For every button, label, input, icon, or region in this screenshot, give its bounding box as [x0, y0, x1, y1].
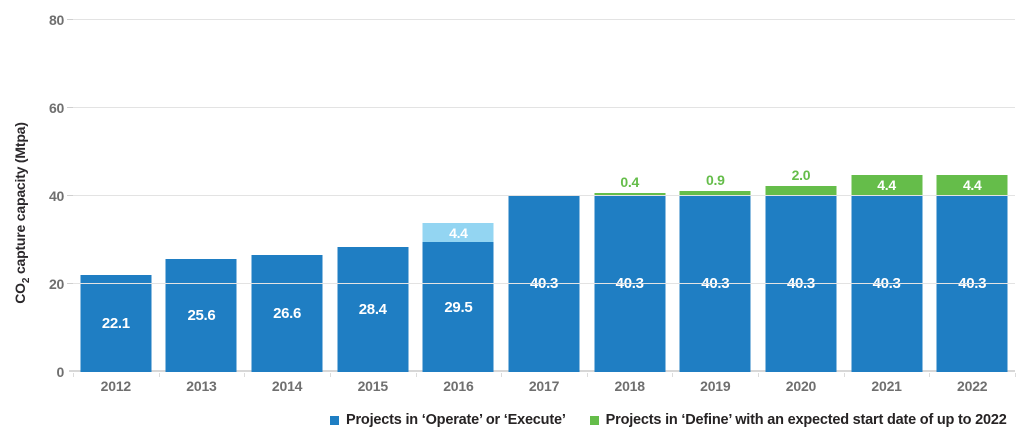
- bar-2012: 22.1: [80, 274, 152, 372]
- bar-group-2012: 22.1: [73, 20, 159, 372]
- y-tick-mark: [67, 283, 73, 284]
- bar-2016: 29.5 4.4: [422, 222, 494, 372]
- x-tick-mark: [158, 373, 160, 377]
- x-tick-mark: [843, 373, 845, 377]
- gridline-60: [73, 107, 1015, 108]
- bar-value-label: 29.5: [444, 298, 473, 316]
- y-tick-mark: [67, 195, 73, 196]
- bar-base-segment: 25.6: [165, 259, 237, 372]
- x-tick-mark: [329, 373, 331, 377]
- gridline-20: [73, 283, 1015, 284]
- bar-2015: 28.4: [337, 247, 409, 372]
- bar-2021: 40.3 4.4: [851, 175, 923, 372]
- x-tick-label-2018: 2018: [614, 378, 645, 394]
- x-tick-label-2017: 2017: [528, 378, 560, 394]
- bar-group-2014: 26.6: [244, 20, 330, 372]
- bar-extra-segment: 4.4: [851, 175, 923, 195]
- x-axis-tick-labels: 2012 2013 2014 2015 2016 2017 2018 2019 2020 2021…: [73, 378, 1015, 394]
- gridline-80: [73, 19, 1015, 20]
- y-tick-label-20: 20: [49, 276, 64, 292]
- y-tick-mark: [67, 107, 73, 108]
- bar-extra-segment: [594, 192, 666, 195]
- bar-value-label: 28.4: [358, 301, 387, 319]
- bar-extra-value-label: 4.4: [962, 177, 982, 193]
- bar-extra-value-label: 2.0: [791, 166, 811, 183]
- x-tick-mark: [929, 373, 931, 377]
- bar-base-segment: 28.4: [337, 247, 409, 372]
- x-tick-mark: [672, 373, 674, 377]
- x-tick-label-2019: 2019: [700, 378, 731, 394]
- bars-container: 22.1 25.6 26.6 28.4 29.5 4.4 40.3 40.3 0.4 40.3 0.…: [73, 20, 1015, 372]
- y-tick-label-80: 80: [49, 12, 64, 28]
- legend-item-1: Projects in ‘Define’ with an expected st…: [589, 412, 1007, 428]
- bar-2020: 40.3: [765, 185, 837, 372]
- bar-base-segment: 22.1: [80, 274, 152, 372]
- legend-swatch-green: [589, 415, 599, 425]
- x-tick-mark: [501, 373, 503, 377]
- bar-group-2017: 40.3: [501, 20, 587, 372]
- y-tick-label-0: 0: [56, 364, 65, 380]
- x-tick-mark: [415, 373, 417, 377]
- bar-base-segment: 26.6: [251, 254, 323, 372]
- bar-2019: 40.3: [679, 190, 751, 372]
- bar-extra-value-label: 0.4: [620, 173, 639, 190]
- bar-group-2015: 28.4: [330, 20, 416, 372]
- x-tick-mark: [73, 373, 74, 377]
- bar-2013: 25.6: [165, 259, 237, 372]
- bar-extra-value-label: 4.4: [449, 224, 468, 241]
- x-tick-label-2020: 2020: [785, 378, 817, 394]
- x-tick-mark: [244, 373, 246, 377]
- legend-label: Projects in ‘Define’ with an expected st…: [605, 412, 1007, 428]
- plot-area: 22.1 25.6 26.6 28.4 29.5 4.4 40.3 40.3 0.4 40.3 0.…: [67, 19, 1016, 377]
- x-tick-label-2015: 2015: [357, 378, 389, 394]
- bar-2022: 40.3 4.4: [936, 175, 1008, 372]
- y-axis-tick-labels: 0 20 40 60 80: [0, 0, 64, 443]
- bar-extra-segment: [765, 185, 837, 195]
- legend-label: Projects in ‘Operate’ or ‘Execute’: [346, 412, 566, 428]
- y-tick-mark: [67, 19, 73, 20]
- x-tick-mark: [1015, 373, 1016, 377]
- y-tick-label-40: 40: [49, 188, 64, 204]
- bar-group-2013: 25.6: [159, 20, 245, 372]
- legend-item-0: Projects in ‘Operate’ or ‘Execute’: [330, 412, 566, 428]
- chart-legend: Projects in ‘Operate’ or ‘Execute’ Projec…: [330, 412, 1007, 428]
- bar-extra-value-label: 0.9: [706, 171, 725, 188]
- y-tick-label-60: 60: [49, 100, 64, 116]
- bar-extra-segment: 4.4: [422, 222, 494, 243]
- bar-group-2021: 40.3 4.4: [844, 20, 930, 372]
- x-tick-label-2016: 2016: [443, 378, 474, 394]
- bar-group-2020: 40.3 2.0: [758, 20, 844, 372]
- bar-value-label: 25.6: [187, 307, 216, 325]
- x-tick-mark: [758, 373, 760, 377]
- bar-group-2019: 40.3 0.9: [672, 20, 758, 372]
- bar-group-2022: 40.3 4.4: [929, 20, 1015, 372]
- bar-group-2018: 40.3 0.4: [587, 20, 673, 372]
- bar-value-label: 22.1: [101, 314, 130, 332]
- x-tick-label-2022: 2022: [957, 378, 988, 394]
- bar-extra-value-label: 4.4: [877, 177, 896, 193]
- bar-group-2016: 29.5 4.4: [416, 20, 502, 372]
- x-tick-label-2013: 2013: [186, 378, 217, 394]
- bar-extra-segment: [679, 190, 751, 195]
- x-tick-label-2012: 2012: [100, 378, 132, 394]
- bar-value-label: 26.6: [273, 304, 302, 322]
- bar-2014: 26.6: [251, 254, 323, 372]
- bar-base-segment: 29.5: [422, 242, 494, 372]
- x-tick-label-2021: 2021: [871, 378, 902, 394]
- x-tick-label-2014: 2014: [271, 378, 303, 394]
- gridline-40: [73, 195, 1015, 196]
- x-tick-mark: [586, 373, 588, 377]
- legend-swatch-blue: [330, 415, 339, 425]
- bar-extra-segment: 4.4: [936, 175, 1008, 195]
